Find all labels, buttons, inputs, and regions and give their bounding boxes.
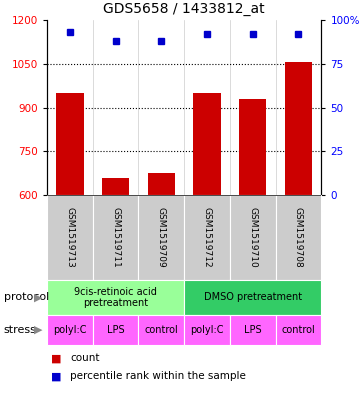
Bar bbox=[184, 195, 230, 280]
Text: LPS: LPS bbox=[107, 325, 124, 335]
Bar bbox=[47, 195, 93, 280]
Text: polyI:C: polyI:C bbox=[53, 325, 87, 335]
Bar bbox=[56, 93, 83, 195]
Text: ■: ■ bbox=[51, 353, 61, 364]
Text: polyI:C: polyI:C bbox=[190, 325, 224, 335]
Bar bbox=[148, 173, 175, 195]
Bar bbox=[47, 315, 93, 345]
Text: ■: ■ bbox=[51, 371, 61, 381]
Text: GSM1519713: GSM1519713 bbox=[65, 207, 74, 268]
Bar bbox=[93, 315, 138, 345]
Text: control: control bbox=[282, 325, 315, 335]
Text: DMSO pretreatment: DMSO pretreatment bbox=[204, 292, 302, 303]
Bar bbox=[184, 280, 321, 315]
Bar bbox=[275, 195, 321, 280]
Bar bbox=[275, 315, 321, 345]
Bar bbox=[230, 195, 275, 280]
Text: count: count bbox=[70, 353, 100, 364]
Bar bbox=[93, 195, 138, 280]
Text: GSM1519708: GSM1519708 bbox=[294, 207, 303, 268]
Text: percentile rank within the sample: percentile rank within the sample bbox=[70, 371, 246, 381]
Bar bbox=[138, 195, 184, 280]
Bar bbox=[230, 315, 275, 345]
Text: GSM1519711: GSM1519711 bbox=[111, 207, 120, 268]
Bar bbox=[184, 315, 230, 345]
Bar bbox=[102, 178, 129, 195]
Bar bbox=[193, 93, 221, 195]
Text: GSM1519709: GSM1519709 bbox=[157, 207, 166, 268]
Title: GDS5658 / 1433812_at: GDS5658 / 1433812_at bbox=[103, 2, 265, 16]
Bar bbox=[138, 315, 184, 345]
Text: 9cis-retinoic acid
pretreatment: 9cis-retinoic acid pretreatment bbox=[74, 287, 157, 308]
Bar bbox=[47, 280, 184, 315]
Bar bbox=[239, 99, 266, 195]
Text: GSM1519710: GSM1519710 bbox=[248, 207, 257, 268]
Text: GSM1519712: GSM1519712 bbox=[203, 207, 212, 268]
Text: ▶: ▶ bbox=[34, 292, 42, 303]
Text: LPS: LPS bbox=[244, 325, 261, 335]
Text: control: control bbox=[144, 325, 178, 335]
Bar bbox=[285, 62, 312, 195]
Text: protocol: protocol bbox=[4, 292, 49, 303]
Text: stress: stress bbox=[4, 325, 36, 335]
Text: ▶: ▶ bbox=[34, 325, 42, 335]
